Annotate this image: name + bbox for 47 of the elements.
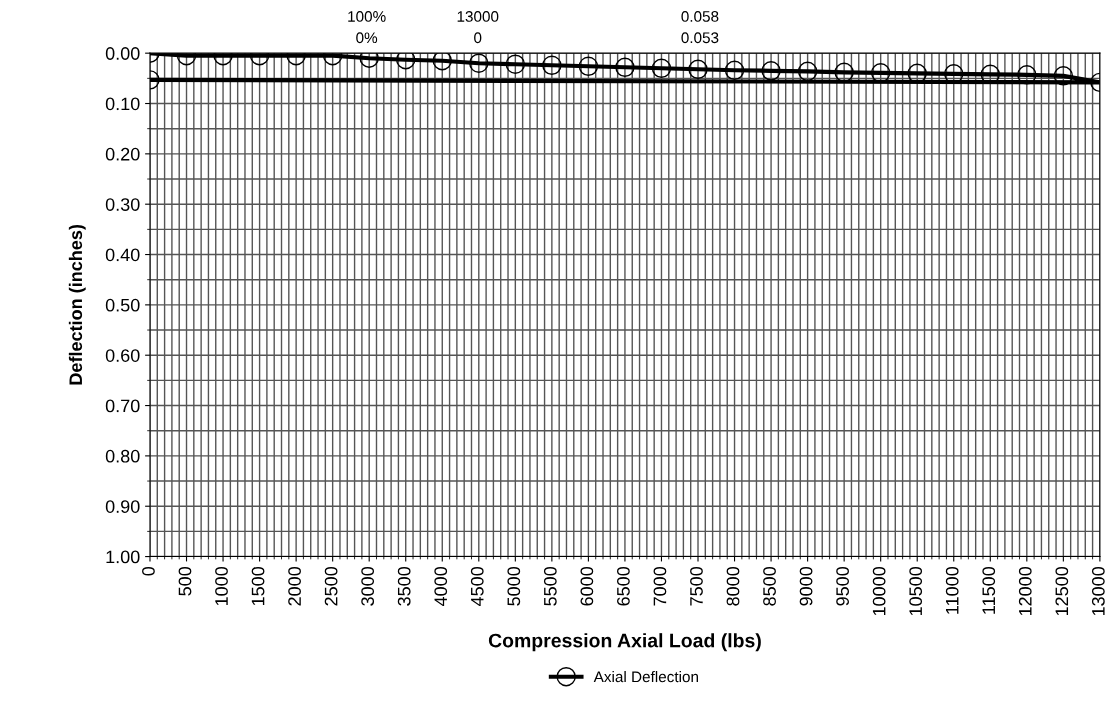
x-tick-label: 500 xyxy=(178,566,192,596)
x-tick-label: 4000 xyxy=(434,566,448,607)
x-tick-label: 7500 xyxy=(690,566,703,606)
y-axis-title: Deflection (inches) xyxy=(68,225,86,385)
x-tick-label: 4500 xyxy=(470,566,484,607)
y-tick-label: 0.50 xyxy=(105,298,140,312)
y-tick-label: 0.30 xyxy=(105,198,140,211)
y-tick-label: 0.60 xyxy=(105,349,140,362)
y-tick-label: 0.10 xyxy=(105,97,140,111)
x-tick-label: 0 xyxy=(142,566,155,576)
x-tick-label: 1000 xyxy=(215,566,228,606)
x-tick-label: 12000 xyxy=(1018,566,1032,616)
y-tick-label: 0.00 xyxy=(105,47,140,60)
x-tick-label: 8000 xyxy=(726,566,740,606)
x-tick-label: 6000 xyxy=(580,566,594,606)
text: 0.053 xyxy=(681,32,719,44)
x-tick-label: 8500 xyxy=(763,566,776,606)
x-tick-label: 1500 xyxy=(251,566,265,606)
text: 0 xyxy=(474,32,482,44)
y-tick-label: 0.80 xyxy=(105,449,140,463)
text: 0.058 xyxy=(681,11,719,22)
x-tick-label: 2500 xyxy=(324,566,338,606)
x-tick-label: 5500 xyxy=(543,566,557,606)
x-tick-label: 2000 xyxy=(288,566,301,606)
x-axis-title: Compression Axial Load (lbs) xyxy=(488,633,761,652)
x-tick-label: 10000 xyxy=(872,566,886,616)
x-tick-label: 3500 xyxy=(397,566,411,606)
x-tick-label: 11500 xyxy=(982,566,996,614)
y-tick-label: 0.40 xyxy=(105,248,140,262)
y-tick-label: 0.70 xyxy=(105,399,140,413)
y-tick-label: 1.00 xyxy=(106,550,140,564)
x-tick-label: 3000 xyxy=(361,566,375,606)
x-tick-label: 10500 xyxy=(909,566,923,616)
x-tick-label: 13000 xyxy=(1091,566,1105,616)
text: 100% xyxy=(348,11,386,22)
text: 0% xyxy=(356,32,378,44)
x-tick-label: 12500 xyxy=(1055,566,1069,616)
y-tick-label: 0.90 xyxy=(105,500,140,513)
x-tick-label: 11000 xyxy=(945,566,959,614)
text: 13000 xyxy=(457,11,499,22)
x-tick-label: 5000 xyxy=(507,566,521,606)
y-tick-label: 0.20 xyxy=(105,147,140,161)
x-tick-label: 7000 xyxy=(653,566,667,606)
x-tick-label: 9000 xyxy=(799,566,813,606)
x-tick-label: 9500 xyxy=(836,566,849,606)
x-tick-label: 6500 xyxy=(617,566,630,606)
legend-label: Axial Deflection xyxy=(593,670,698,683)
